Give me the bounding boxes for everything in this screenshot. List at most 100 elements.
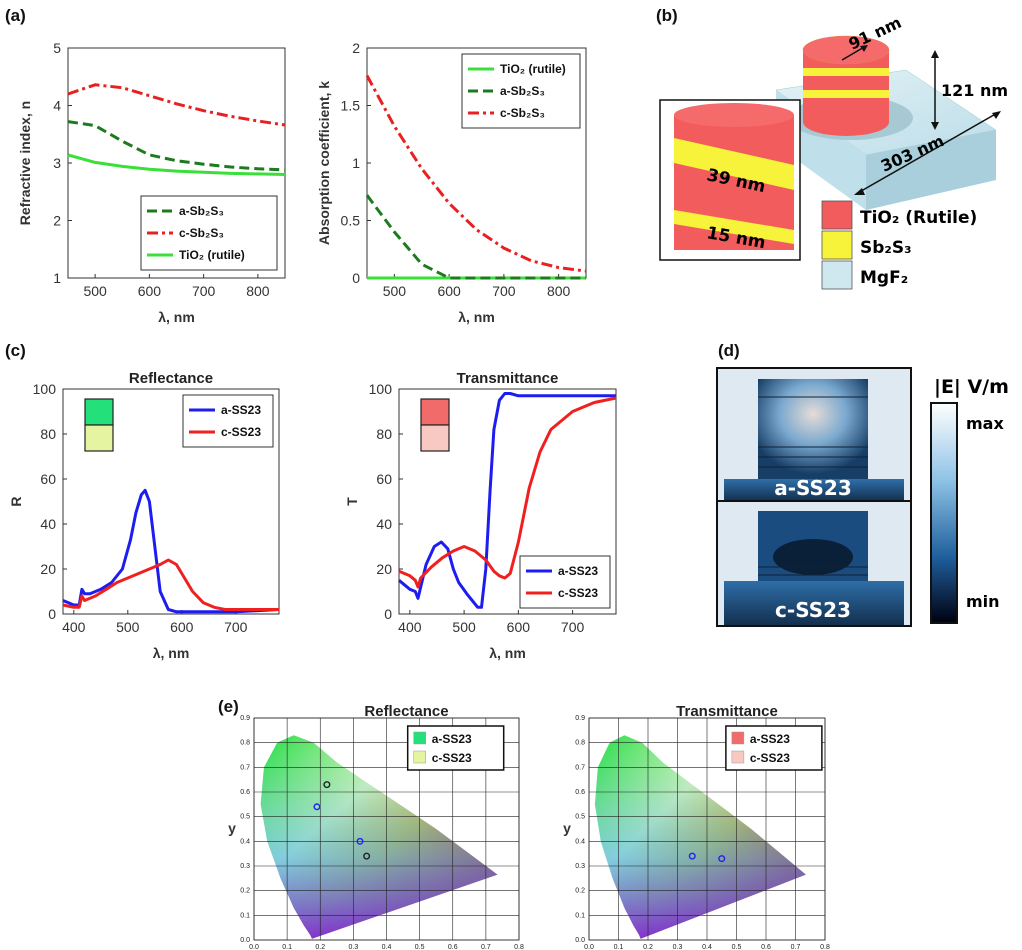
y-tick-label: 0.5 [341, 213, 361, 229]
data-point [313, 803, 321, 811]
y-tick-label: 0 [384, 606, 392, 622]
x-axis-title: λ, nm [158, 309, 195, 325]
x-tick-label: 600 [437, 283, 461, 299]
x-tick-label: 500 [83, 283, 107, 299]
y-tick-label: 0.4 [575, 838, 585, 845]
map-label-c: c-SS23 [775, 598, 851, 622]
plot-frame [253, 717, 520, 941]
chart-e-T: 0.0 0.1 0.2 0.3 0.4 0.5 0.6 0.7 0.8 0.0 0.1 0.2 0.3 0… [563, 703, 830, 950]
x-axis-title: x [703, 947, 711, 950]
x-tick-label: 0.6 [448, 944, 458, 950]
x-tick-label: 0.3 [349, 944, 359, 950]
panel-label-c: (c) [5, 341, 26, 360]
legend-label: c-SS23 [221, 425, 261, 439]
chart-a-n: 500 600 700 800 1 2 3 4 5 λ, nm Refractive index, … [17, 40, 286, 325]
panel-label-e: (e) [218, 697, 239, 716]
chart-c-R: 400 500 600 700 0 20 40 60 80 100 λ, nm R Reflectanc… [8, 370, 280, 661]
y-tick-label: 60 [40, 471, 56, 487]
y-axis-title: R [8, 496, 24, 506]
legend-label: a-SS23 [432, 732, 472, 746]
y-tick-label: 0.4 [240, 838, 250, 845]
legend-box [519, 555, 611, 609]
legend-label: c-SS23 [750, 751, 790, 765]
x-axis-title: λ, nm [153, 645, 190, 661]
x-tick-label: 0.6 [761, 944, 771, 950]
colorbar [930, 402, 958, 624]
series-line [62, 558, 279, 611]
x-tick-label: 700 [492, 283, 516, 299]
series-line [398, 396, 617, 589]
y-tick-label: 20 [376, 561, 392, 577]
chart-a-k: 500 600 700 800 0 0.5 1 1.5 2 λ, nm Absorption coe… [316, 40, 587, 325]
legend-label: a-SS23 [221, 403, 261, 417]
dim-121nm: 121 nm [941, 81, 1008, 100]
map-label-a: a-SS23 [774, 476, 852, 500]
y-tick-label: 1 [53, 270, 61, 286]
color-swatch [84, 398, 114, 426]
y-tick-label: 80 [376, 426, 392, 442]
mgf2-slab-side [866, 130, 996, 210]
color-swatch [420, 424, 450, 452]
x-tick-label: 0.5 [415, 944, 425, 950]
x-tick-label: 700 [192, 283, 216, 299]
data-point [363, 852, 371, 860]
series-line [365, 74, 587, 273]
x-tick-label: 500 [116, 619, 140, 635]
legend-label: TiO₂ (rutile) [179, 248, 245, 262]
x-tick-label: 0.8 [820, 944, 830, 950]
field-maps: a-SS23 c-SS23 |E| V/m max min [716, 367, 1009, 627]
y-tick-label: 80 [40, 426, 56, 442]
color-swatch [420, 398, 450, 426]
legend-label: c-SS23 [558, 586, 598, 600]
y-tick-label: 0.1 [575, 912, 585, 919]
y-tick-label: 0.6 [240, 789, 250, 796]
y-tick-label: 0.2 [240, 888, 250, 895]
zoom-inset [659, 99, 801, 261]
legend-sb2s3: Sb₂S₃ [860, 238, 912, 258]
color-swatch [84, 424, 114, 452]
x-axis-title: λ, nm [458, 309, 495, 325]
series-line [365, 194, 586, 280]
x-tick-label: 800 [246, 283, 270, 299]
x-tick-label: 0.4 [702, 944, 712, 950]
legend-swatch [731, 731, 745, 745]
panel-label-a: (a) [5, 6, 26, 25]
legend-swatch [413, 731, 426, 745]
chart-title: Transmittance [457, 370, 559, 387]
x-tick-label: 0.7 [791, 944, 801, 950]
x-tick-label: 0.0 [584, 944, 594, 950]
nanodisk-schematic: 91 nm 121 nm 303 nm 39 nm 15 nm TiO₂ (Ru… [659, 13, 1008, 290]
series-line [67, 120, 286, 172]
x-tick-label: 0.5 [732, 944, 742, 950]
colorbar-max: max [966, 414, 1004, 433]
y-tick-label: 0.0 [240, 937, 250, 944]
y-axis-title: y [563, 820, 571, 836]
legend-label: a-SS23 [558, 564, 598, 578]
y-tick-label: 0.2 [575, 888, 585, 895]
colorbar-title: |E| V/m [934, 376, 1009, 398]
y-tick-label: 1.5 [341, 98, 361, 114]
x-tick-label: 0.1 [614, 944, 624, 950]
y-tick-label: 40 [376, 516, 392, 532]
x-axis-title: λ, nm [489, 645, 526, 661]
y-tick-label: 0.8 [575, 740, 585, 747]
y-tick-label: 0.7 [240, 764, 250, 771]
legend-tio2: TiO₂ (Rutile) [860, 208, 977, 228]
gamut-overlay [594, 735, 806, 939]
series-line [398, 392, 616, 609]
data-point [356, 837, 364, 845]
legend-swatch [413, 750, 426, 764]
x-tick-label: 600 [507, 619, 531, 635]
gamut-overlay [260, 735, 498, 939]
colorbar-min: min [966, 592, 1000, 611]
y-tick-label: 0.8 [240, 740, 250, 747]
x-tick-label: 800 [547, 283, 571, 299]
x-tick-label: 600 [170, 619, 194, 635]
y-tick-label: 20 [40, 561, 56, 577]
legend-swatch [731, 750, 745, 764]
x-tick-label: 0.8 [514, 944, 524, 950]
y-tick-label: 2 [53, 213, 61, 229]
panel-label-d: (d) [718, 341, 740, 360]
y-tick-label: 60 [376, 471, 392, 487]
